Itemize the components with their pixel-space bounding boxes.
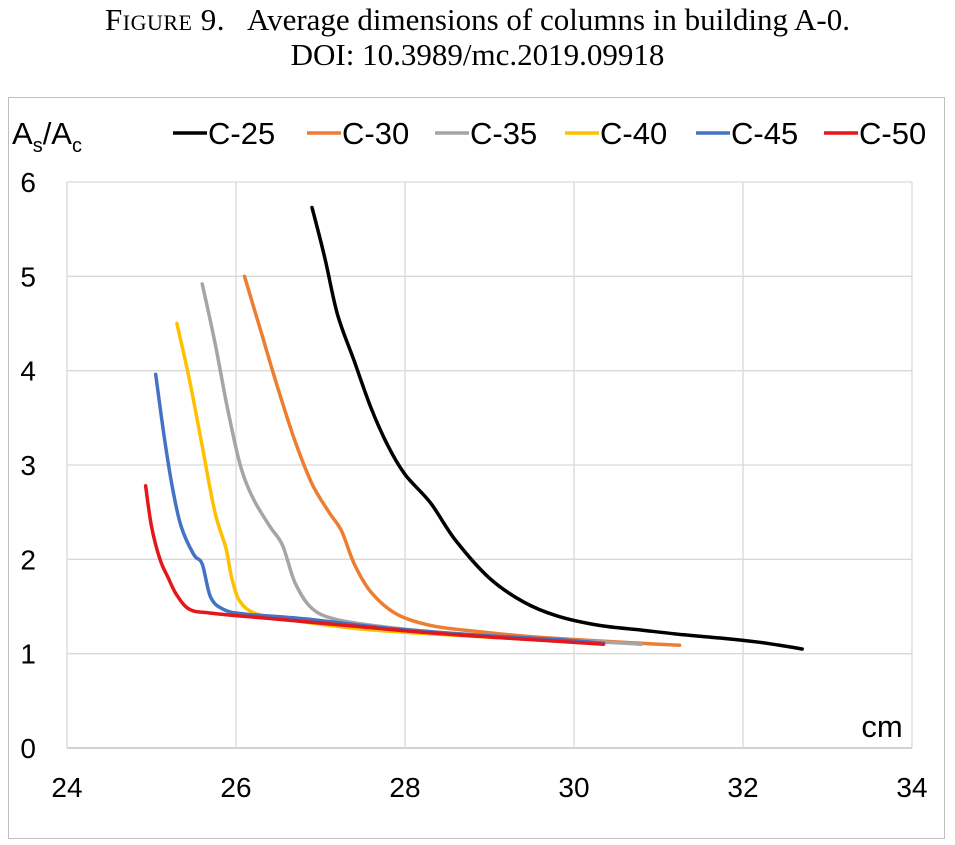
series-line-c-40	[175, 321, 606, 646]
series-line-c-35	[200, 282, 644, 646]
x-tick-label: 26	[220, 772, 251, 803]
series-line-c-25	[310, 205, 804, 651]
x-axis-label: cm	[861, 709, 902, 744]
legend-item-c-50: C-50	[824, 116, 926, 151]
legend-label: C-30	[342, 116, 409, 151]
x-tick-label: 34	[896, 772, 927, 803]
legend-item-c-35: C-35	[435, 116, 537, 151]
y-tick-label: 6	[20, 167, 36, 198]
legend-label: C-35	[470, 116, 537, 151]
figure-title: Average dimensions of columns in buildin…	[246, 2, 850, 37]
series-lines	[143, 205, 804, 651]
legend-label: C-45	[731, 116, 798, 151]
y-tick-label: 5	[20, 261, 36, 292]
x-tick-label: 32	[727, 772, 758, 803]
x-tick-label: 28	[389, 772, 420, 803]
legend-item-c-45: C-45	[696, 116, 798, 151]
legend-label: C-40	[600, 116, 667, 151]
series-line-c-30	[242, 274, 682, 647]
legend-item-c-25: C-25	[173, 116, 275, 151]
series-line-c-50	[143, 484, 606, 646]
legend-item-c-40: C-40	[565, 116, 667, 151]
figure-label: Figure 9.	[105, 2, 225, 37]
y-tick-label: 1	[20, 639, 36, 670]
y-tick-label: 2	[20, 544, 36, 575]
y-tick-label: 3	[20, 450, 36, 481]
legend: C-25 C-30 C-35 C-40 C-45 C-50	[173, 116, 926, 151]
figure-doi: DOI: 10.3989/mc.2019.09918	[290, 37, 665, 72]
y-axis-label: As/Ac	[12, 116, 82, 157]
gridlines	[66, 181, 913, 749]
y-tick-label: 4	[20, 356, 36, 387]
caption-title-line: Figure 9. Average dimensions of columns i…	[0, 2, 955, 37]
chart-frame	[8, 97, 945, 839]
x-tick-label: 30	[558, 772, 589, 803]
x-tick-label: 24	[51, 772, 82, 803]
legend-item-c-30: C-30	[307, 116, 409, 151]
legend-label: C-25	[208, 116, 275, 151]
figure-caption: Figure 9. Average dimensions of columns i…	[0, 2, 955, 72]
legend-label: C-50	[859, 116, 926, 151]
y-tick-label: 0	[20, 733, 36, 764]
